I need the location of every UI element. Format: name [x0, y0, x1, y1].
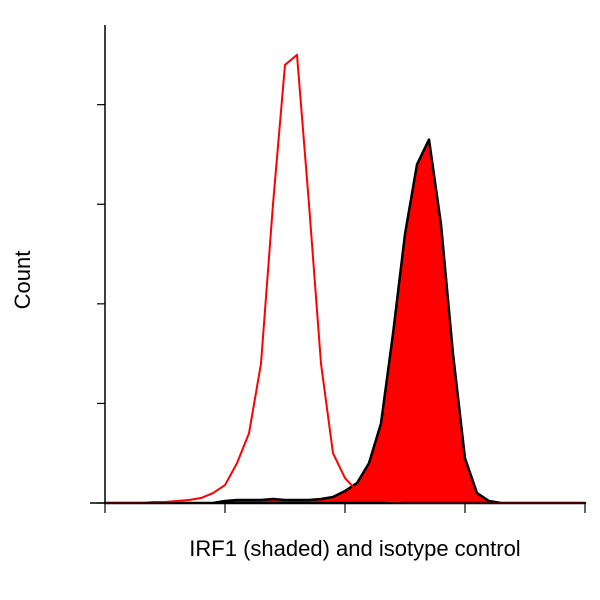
y-axis-label: Count: [10, 251, 35, 310]
histogram-area: [103, 138, 587, 505]
x-axis-label: IRF1 (shaded) and isotype control: [189, 536, 520, 561]
histogram-line: [105, 53, 585, 504]
